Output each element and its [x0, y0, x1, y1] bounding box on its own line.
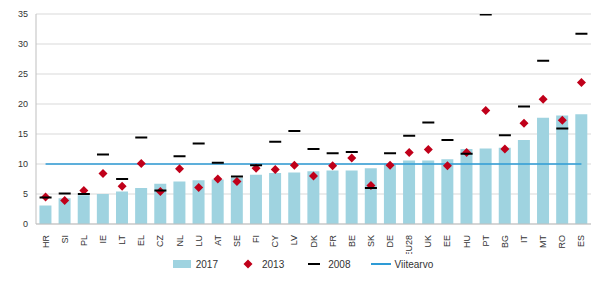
svg-text:UK: UK: [423, 235, 433, 248]
svg-text:LT: LT: [117, 235, 127, 245]
svg-text:0: 0: [23, 219, 28, 229]
svg-text:20: 20: [18, 99, 28, 109]
svg-text:HU: HU: [462, 235, 472, 248]
svg-text:ES: ES: [576, 235, 586, 247]
svg-text:PT: PT: [481, 235, 491, 247]
svg-text:30: 30: [18, 39, 28, 49]
svg-text:FI: FI: [251, 235, 261, 243]
svg-text:EU28: EU28: [404, 235, 414, 254]
html-text:Viitearvo: Viitearvo: [394, 258, 434, 270]
svg-text:LV: LV: [289, 235, 299, 245]
svg-text:CY: CY: [270, 235, 280, 248]
svg-text:NL: NL: [175, 235, 185, 247]
html-text:2013: 2013: [262, 258, 285, 270]
svg-text:BE: BE: [347, 235, 357, 247]
svg-text:EL: EL: [136, 235, 146, 246]
svg-text:AT: AT: [213, 235, 223, 246]
html-text:2008: 2008: [328, 258, 351, 270]
svg-text:SI: SI: [60, 235, 70, 244]
svg-text:PL: PL: [79, 235, 89, 246]
svg-text:5: 5: [23, 189, 28, 199]
svg-text:SE: SE: [232, 235, 242, 247]
svg-text:15: 15: [18, 129, 28, 139]
svg-text:10: 10: [18, 159, 28, 169]
svg-text:EE: EE: [442, 235, 452, 247]
svg-text:RO: RO: [557, 235, 567, 249]
svg-text:IE: IE: [98, 235, 108, 244]
svg-text:HR: HR: [41, 235, 51, 248]
svg-text:MT: MT: [538, 235, 548, 248]
svg-text:25: 25: [18, 69, 28, 79]
svg-text:CZ: CZ: [155, 235, 165, 247]
html-text:2017: 2017: [195, 258, 218, 270]
svg-text:35: 35: [18, 9, 28, 19]
svg-text:IT: IT: [519, 234, 529, 243]
svg-text:FR: FR: [328, 235, 338, 247]
svg-text:BG: BG: [500, 235, 510, 248]
svg-text:LU: LU: [194, 235, 204, 247]
svg-text:DK: DK: [309, 235, 319, 248]
svg-text:DE: DE: [385, 235, 395, 248]
svg-text:SK: SK: [366, 235, 376, 247]
